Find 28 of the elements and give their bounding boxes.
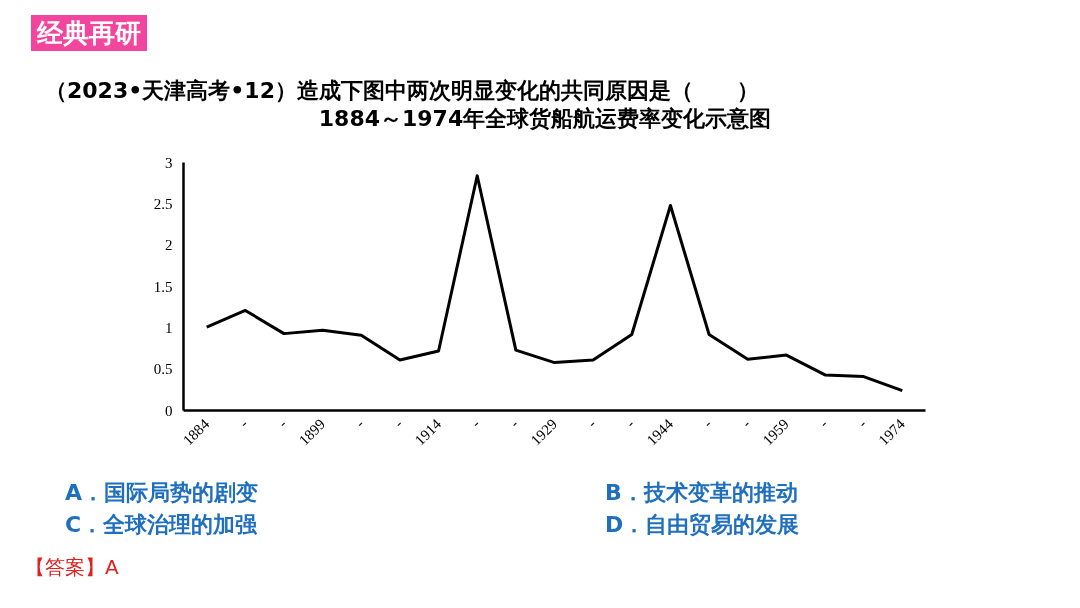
- y-tick-label: 1.5: [153, 278, 173, 295]
- text: A．国际局势的剧变: [65, 479, 259, 507]
- x-tick-label: -: [583, 415, 599, 431]
- y-tick-label: 2: [165, 237, 173, 254]
- x-tick-label: -: [274, 415, 290, 431]
- y-tick-label: 2.5: [153, 195, 173, 212]
- y-tick-label: 0.5: [153, 361, 173, 378]
- x-tick-label: -: [622, 415, 638, 431]
- x-tick-label: -: [506, 415, 522, 431]
- text: B．技术变革的推动: [605, 479, 798, 507]
- x-tick-label: -: [854, 415, 870, 431]
- y-tick-label: 1: [165, 319, 173, 336]
- text: D．自由贸易的发展: [605, 511, 800, 539]
- x-tick-label: -: [699, 415, 715, 431]
- text: 【答案】A: [25, 554, 119, 581]
- text: C．全球治理的加强: [65, 511, 258, 539]
- x-tick-label: -: [390, 415, 406, 431]
- x-tick-label: -: [468, 415, 483, 431]
- x-tick-label: -: [815, 415, 831, 431]
- y-tick-label: 3: [165, 154, 173, 171]
- text: （2023•天津高考•12）造成下图中两次明显变化的共同原因是（ ）: [45, 77, 759, 105]
- x-tick-label: -: [738, 415, 754, 431]
- text: 经典再研: [31, 15, 147, 52]
- line-series: [205, 174, 904, 393]
- x-tick-label: -: [236, 415, 251, 431]
- chart-title: 1884～1974年全球货船航运费率变化示意图: [317, 105, 773, 133]
- y-tick-label: 0: [165, 402, 173, 419]
- x-tick-label: -: [352, 415, 367, 431]
